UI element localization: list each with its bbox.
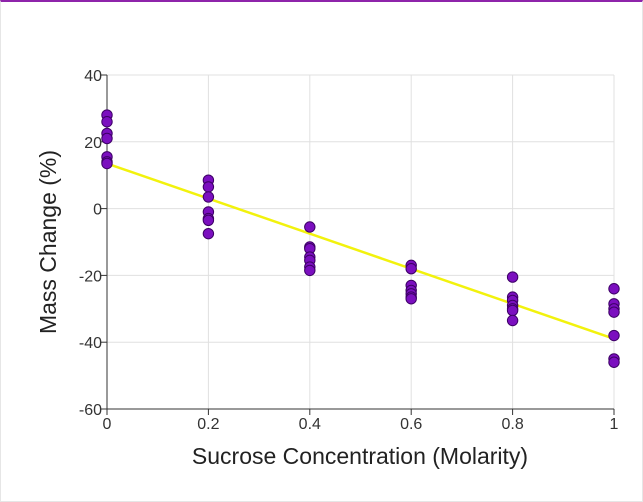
x-tick-label: 0 — [103, 416, 112, 433]
y-tick-label: -40 — [79, 335, 102, 352]
grid — [107, 74, 615, 409]
data-point — [304, 221, 316, 233]
trendline-group — [106, 162, 615, 341]
data-point — [101, 116, 113, 128]
y-tick-label: -20 — [79, 268, 102, 285]
data-point — [101, 132, 113, 145]
axes — [101, 74, 615, 415]
data-point — [202, 227, 215, 240]
data-point — [405, 263, 417, 275]
y-tick-label: 40 — [84, 68, 102, 85]
trendline — [106, 162, 615, 341]
x-tick-label: 0.4 — [299, 416, 321, 433]
y-tick-label: -60 — [79, 402, 102, 419]
y-axis-label: Mass Change (%) — [35, 150, 61, 334]
data-point — [202, 181, 215, 193]
y-tick-label: 0 — [93, 202, 102, 219]
data-points — [101, 109, 620, 368]
x-axis-label: Sucrose Concentration (Molarity) — [192, 443, 528, 469]
x-tick-label: 0.6 — [400, 416, 422, 433]
data-point — [608, 356, 620, 368]
x-tick-label: 0.8 — [501, 416, 523, 433]
data-point — [304, 264, 316, 277]
x-tick-label: 1 — [610, 416, 619, 433]
x-tick-label: 0.2 — [197, 416, 219, 433]
data-point — [506, 271, 519, 283]
data-point — [405, 293, 417, 305]
data-point — [506, 314, 519, 327]
data-point — [608, 306, 620, 318]
data-point — [608, 283, 620, 295]
data-point — [101, 157, 113, 170]
y-tick-label: 20 — [84, 135, 102, 152]
tick-labels: 0 0.2 0.4 0.6 0.8 1 -60 -40 -20 0 20 40 — [79, 68, 619, 433]
data-point — [202, 191, 215, 203]
data-point — [608, 329, 620, 342]
data-point — [202, 214, 215, 226]
data-point — [506, 304, 519, 317]
